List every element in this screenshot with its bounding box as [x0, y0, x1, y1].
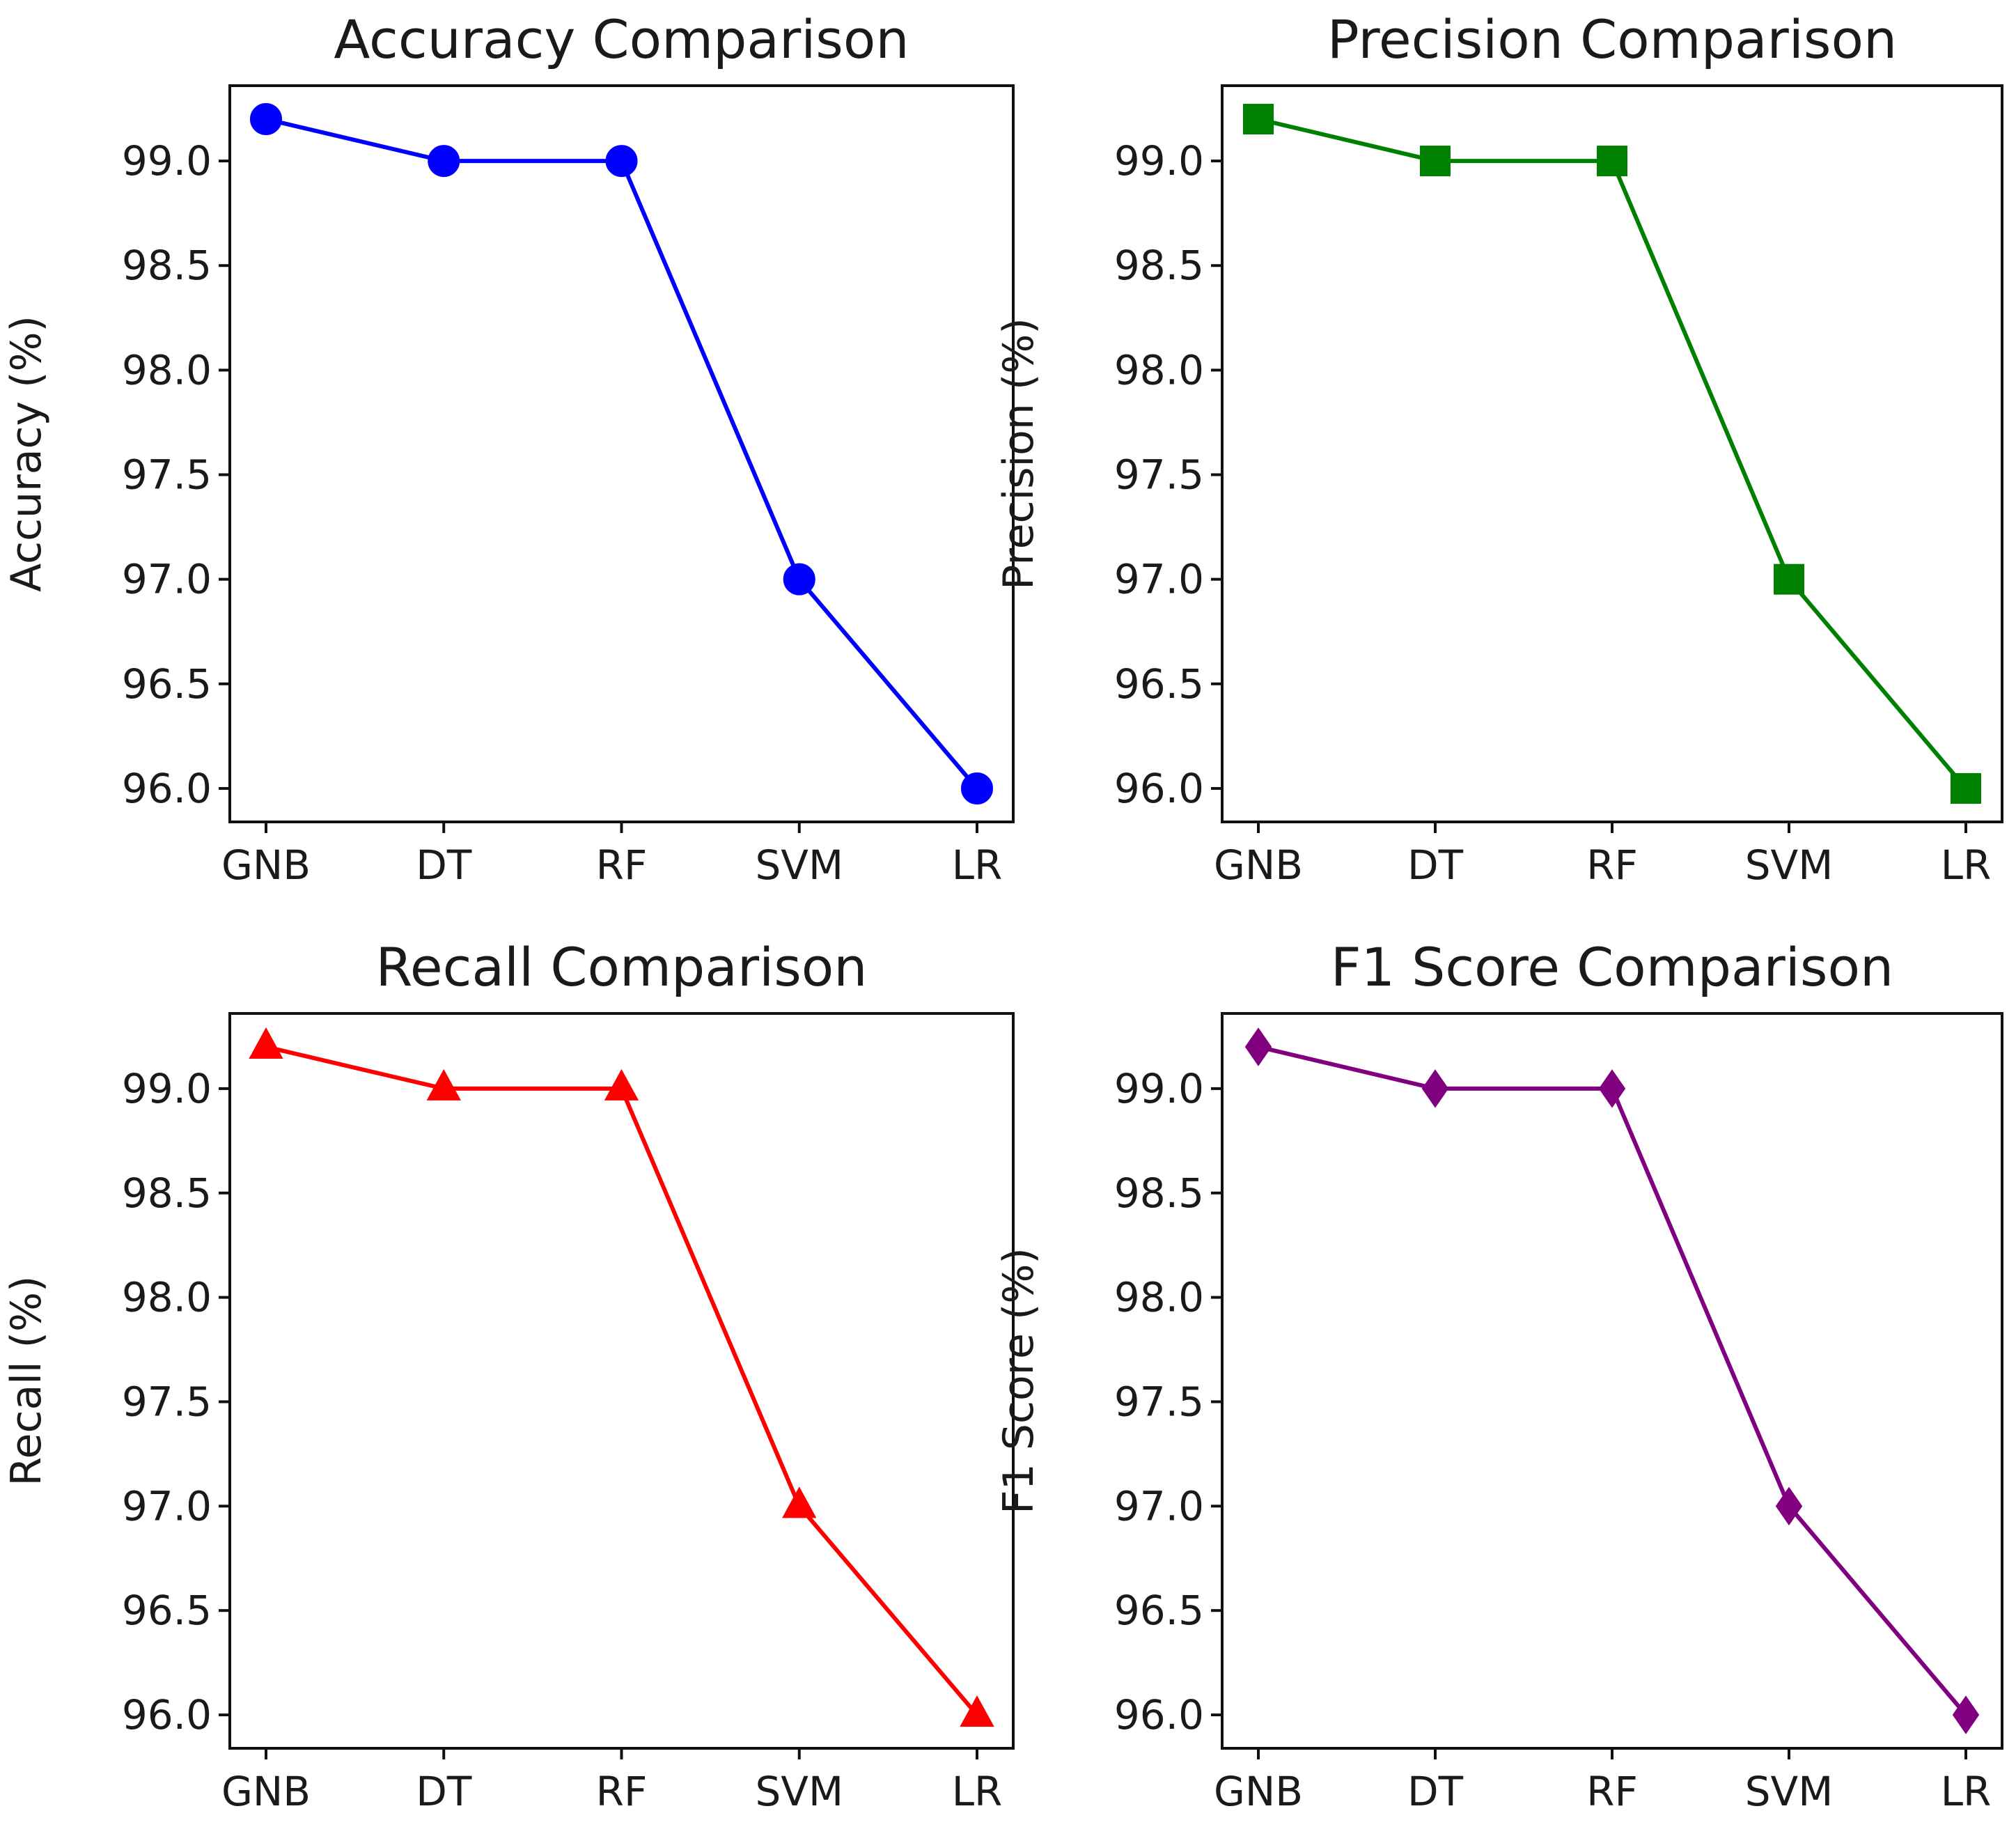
- chart-3-point-gnb: [249, 1027, 283, 1059]
- chart-2-y-tick-label-5: 98.5: [1114, 242, 1204, 289]
- chart-3-y-tick-label-4: 98.0: [122, 1274, 212, 1321]
- chart-3-point-lr: [960, 1695, 994, 1727]
- chart-4-x-tick-label-dt: DT: [1407, 1768, 1464, 1815]
- chart-1-x-tick-label-lr: LR: [952, 841, 1003, 889]
- chart-3-x-tick-label-svm: SVM: [755, 1768, 843, 1815]
- chart-2-point-dt: [1420, 146, 1451, 177]
- chart-2-y-tick-label-2: 97.0: [1114, 556, 1204, 603]
- chart-1-panel: Accuracy Comparison Accuracy (%) 96.0 96.5 9…: [2, 8, 1015, 889]
- chart-4-plot-frame: [1221, 1012, 2003, 1750]
- chart-2-series-line: [1256, 117, 1968, 791]
- chart-4-point-dt: [1421, 1069, 1449, 1108]
- chart-4-title: F1 Score Comparison: [1331, 936, 1893, 998]
- chart-4-x-tick-label-gnb: GNB: [1214, 1768, 1303, 1815]
- chart-2-point-rf: [1597, 146, 1627, 177]
- chart-4-panel: F1 Score Comparison F1 Score (%) 96.0 96.5 9…: [994, 936, 2003, 1815]
- chart-2-y-tick-label-0: 96.0: [1114, 765, 1204, 812]
- chart-1-point-svm: [783, 563, 815, 596]
- chart-4-y-tick-label-2: 97.0: [1114, 1482, 1204, 1530]
- chart-1-y-axis-label: Accuracy (%): [2, 316, 51, 592]
- chart-3-x-tick-label-rf: RF: [596, 1768, 648, 1815]
- chart-2-y-tick-label-6: 99.0: [1114, 137, 1204, 185]
- chart-4-y-tick-label-3: 97.5: [1114, 1378, 1204, 1425]
- chart-2-plot-frame: [1221, 84, 2003, 823]
- chart-1-plot-frame: [228, 84, 1015, 823]
- chart-3-plot-frame: [228, 1012, 1015, 1750]
- chart-4-y-tick-label-0: 96.0: [1114, 1691, 1204, 1739]
- chart-2-y-tick-label-4: 98.0: [1114, 346, 1204, 394]
- chart-3-title: Recall Comparison: [376, 936, 868, 998]
- chart-4-x-tick-label-lr: LR: [1941, 1768, 1992, 1815]
- chart-1-y-tick-label-1: 96.5: [122, 660, 212, 708]
- chart-1-y-tick-label-0: 96.0: [122, 765, 212, 812]
- chart-3-x-tick-label-lr: LR: [952, 1768, 1003, 1815]
- chart-3-y-axis-label: Recall (%): [2, 1276, 51, 1486]
- chart-2-y-axis-label: Precision (%): [994, 318, 1043, 590]
- chart-3-series-line: [264, 1044, 979, 1718]
- chart-4-y-tick-label-1: 96.5: [1114, 1587, 1204, 1634]
- chart-1-point-gnb: [250, 103, 282, 136]
- chart-3-y-tick-label-5: 98.5: [122, 1169, 212, 1217]
- chart-2-x-tick-label-gnb: GNB: [1214, 841, 1303, 889]
- chart-3-x-tick-label-gnb: GNB: [221, 1768, 311, 1815]
- chart-1-x-tick-label-svm: SVM: [755, 841, 843, 889]
- chart-2-y-tick-label-1: 96.5: [1114, 660, 1204, 708]
- chart-3-y-tick-label-3: 97.5: [122, 1378, 212, 1425]
- chart-1-point-lr: [961, 772, 993, 804]
- chart-1-point-rf: [605, 145, 638, 178]
- chart-3-y-tick-label-1: 96.5: [122, 1587, 212, 1634]
- chart-1-y-tick-label-5: 98.5: [122, 242, 212, 289]
- chart-3-point-svm: [782, 1486, 817, 1518]
- chart-4-y-tick-label-4: 98.0: [1114, 1274, 1204, 1321]
- chart-4-y-tick-label-6: 99.0: [1114, 1065, 1204, 1112]
- chart-1-x-tick-label-dt: DT: [416, 841, 472, 889]
- chart-3-y-tick-label-0: 96.0: [122, 1691, 212, 1739]
- chart-2-y-tick-label-3: 97.5: [1114, 451, 1204, 499]
- chart-2-point-gnb: [1243, 104, 1274, 135]
- chart-2-x-tick-label-rf: RF: [1586, 841, 1638, 889]
- chart-1-series-line: [264, 117, 979, 791]
- chart-4-point-svm: [1775, 1486, 1803, 1526]
- chart-3-point-dt: [426, 1068, 461, 1101]
- chart-2-x-tick-label-lr: LR: [1941, 841, 1992, 889]
- chart-2-panel: Precision Comparison Precision (%) 96.0 96.…: [994, 8, 2003, 889]
- chart-4-y-tick-label-5: 98.5: [1114, 1169, 1204, 1217]
- chart-3-point-rf: [604, 1068, 639, 1101]
- chart-2-point-svm: [1774, 563, 1804, 595]
- chart-3-y-tick-label-2: 97.0: [122, 1482, 212, 1530]
- chart-1-y-tick-label-4: 98.0: [122, 346, 212, 394]
- chart-4-y-axis-label: F1 Score (%): [994, 1247, 1043, 1514]
- chart-1-x-tick-label-rf: RF: [596, 841, 648, 889]
- chart-4-x-tick-label-svm: SVM: [1745, 1768, 1834, 1815]
- chart-1-y-tick-label-2: 97.0: [122, 556, 212, 603]
- chart-2-x-tick-label-svm: SVM: [1745, 841, 1834, 889]
- chart-2-x-tick-label-dt: DT: [1407, 841, 1464, 889]
- chart-1-point-dt: [428, 145, 460, 178]
- chart-4-point-gnb: [1244, 1027, 1272, 1066]
- chart-2-title: Precision Comparison: [1327, 8, 1897, 70]
- chart-4-series-line: [1256, 1044, 1968, 1718]
- chart-1-x-tick-label-gnb: GNB: [221, 841, 311, 889]
- chart-4-point-rf: [1598, 1069, 1626, 1108]
- chart-3-x-tick-label-dt: DT: [416, 1768, 472, 1815]
- chart-2-point-lr: [1951, 772, 1981, 804]
- chart-1-y-tick-label-6: 99.0: [122, 137, 212, 185]
- chart-3-panel: Recall Comparison Recall (%) 96.0 96.5 97.0 9…: [2, 936, 1015, 1815]
- chart-4-x-tick-label-rf: RF: [1586, 1768, 1638, 1815]
- chart-1-y-tick-label-3: 97.5: [122, 451, 212, 499]
- chart-3-y-tick-label-6: 99.0: [122, 1065, 212, 1112]
- chart-4-point-lr: [1952, 1695, 1980, 1734]
- chart-1-title: Accuracy Comparison: [334, 8, 909, 70]
